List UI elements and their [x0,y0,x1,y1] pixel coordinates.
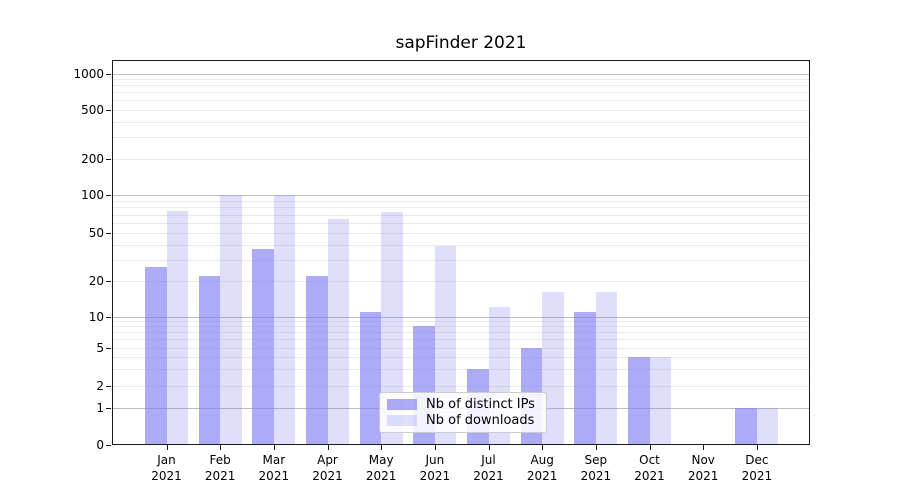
minor-gridline [113,223,809,225]
major-gridline [113,316,809,318]
minor-gridline [113,137,809,139]
x-tick-label-apr: Apr 2021 [312,453,343,483]
x-tick-label-mar: Mar 2021 [258,453,290,483]
minor-gridline [113,339,809,341]
minor-gridline [113,92,809,94]
x-tick-mark [595,445,598,450]
x-tick-mark [488,445,490,450]
y-tick-label: 2 [96,378,104,393]
bar-distinct-ips-dec [735,407,757,445]
x-tick-mark [220,445,222,450]
y-tick-mark [106,195,111,197]
x-tick-label-jul: Jul 2021 [473,453,504,483]
y-tick-mark [106,385,111,387]
y-tick-mark [106,73,111,75]
legend-swatch-downloads [387,415,417,426]
minor-gridline [113,233,809,234]
legend-label: Nb of downloads [426,413,535,428]
minor-gridline [113,244,809,246]
major-gridline [113,73,809,75]
y-tick-mark [106,158,111,160]
minor-gridline [113,110,809,111]
x-tick-label-oct: Oct 2021 [634,453,665,483]
minor-gridline [113,121,809,123]
bar-downloads-jan [166,210,188,445]
y-tick-mark [106,281,111,283]
x-tick-mark [703,445,705,450]
bar-downloads-apr [327,218,349,445]
y-tick-label: 200 [81,151,104,166]
y-tick-label: 20 [88,274,104,288]
bar-distinct-ips-sep [574,311,596,445]
minor-gridline [113,259,809,261]
minor-gridline [113,100,809,102]
minor-gridline [113,356,809,358]
x-tick-mark [756,445,759,450]
bar-distinct-ips-oct [628,356,650,445]
x-tick-label-nov: Nov 2021 [687,453,719,483]
minor-gridline [113,207,809,209]
x-tick-label-jun: Jun 2021 [419,453,451,483]
bar-downloads-dec [756,407,779,445]
minor-gridline [113,385,809,387]
minor-gridline [113,321,809,323]
y-tick-label: 1 [96,400,104,415]
x-tick-mark [166,445,168,450]
bar-downloads-oct [649,356,672,445]
y-tick-label: 50 [88,226,104,240]
x-tick-label-jan: Jan 2021 [151,453,182,483]
minor-gridline [113,368,809,370]
x-tick-mark [327,445,329,450]
minor-gridline [113,79,809,81]
minor-gridline [113,326,809,328]
minor-gridline [113,332,809,334]
y-tick-label: 10 [88,309,104,324]
bar-distinct-ips-feb [198,276,221,445]
y-tick-label: 100 [81,188,104,203]
y-tick-mark [106,347,111,349]
y-tick-label: 0 [96,438,104,452]
legend-label: Nb of distinct IPs [426,397,535,412]
legend-row: Nb of distinct IPs [387,397,538,412]
minor-gridline [113,158,809,160]
y-tick-mark [106,316,111,318]
bar-distinct-ips-apr [306,276,328,445]
y-tick-mark [106,233,111,235]
y-tick-mark [106,445,111,447]
x-tick-mark [649,445,651,450]
y-tick-label: 5 [96,340,104,355]
y-tick-label: 500 [81,103,104,117]
bar-downloads-may [381,211,403,445]
x-tick-mark [542,445,544,450]
legend-swatch-distinct-ips [387,399,417,410]
bar-downloads-feb [220,195,242,445]
chart-title: sapFinder 2021 [395,33,527,53]
legend-row: Nb of downloads [387,413,538,428]
x-tick-label-aug: Aug 2021 [526,453,558,483]
bar-downloads-aug [542,292,564,445]
minor-gridline [113,85,809,87]
y-tick-mark [106,407,111,409]
y-tick-label: 1000 [73,66,104,81]
bar-distinct-ips-may [359,311,382,445]
bar-downloads-sep [595,292,618,445]
bar-distinct-ips-mar [252,248,274,445]
minor-gridline [113,201,809,203]
minor-gridline [113,281,809,282]
bar-downloads-mar [273,195,296,445]
x-tick-mark [273,445,276,450]
x-tick-label-dec: Dec 2021 [741,453,773,483]
minor-gridline [113,347,809,349]
minor-gridline [113,214,809,216]
x-tick-label-may: May 2021 [365,453,397,483]
x-tick-mark [434,445,437,450]
legend: Nb of distinct IPs Nb of downloads [379,392,547,433]
major-gridline [113,195,809,197]
bar-distinct-ips-jan [145,267,167,445]
x-tick-label-sep: Sep 2021 [580,453,612,483]
y-tick-mark [106,110,111,112]
x-tick-mark [381,445,383,450]
x-tick-label-feb: Feb 2021 [204,453,236,483]
